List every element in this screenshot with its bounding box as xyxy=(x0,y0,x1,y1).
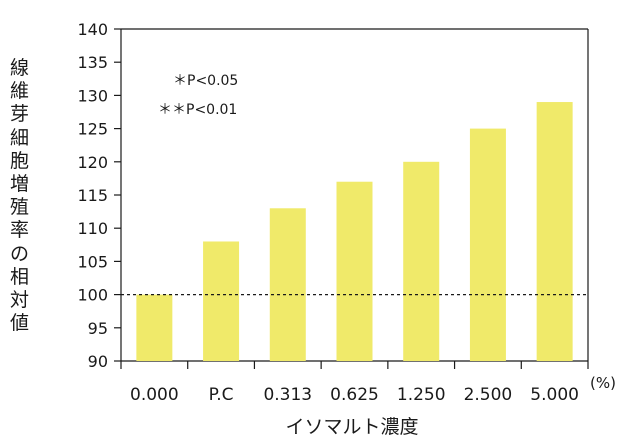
y-axis-label-char: 率 xyxy=(10,219,30,242)
x-tick-label-0.313: 0.313 xyxy=(263,385,312,405)
y-tick-label-140: 140 xyxy=(77,20,108,39)
y-tick-label-110: 110 xyxy=(77,219,108,238)
bar-0.000 xyxy=(136,294,173,361)
x-axis-unit: (%) xyxy=(590,374,616,392)
y-axis-ticks: 90 95 100 105 110 115 120 125 130 135 140 xyxy=(77,20,121,371)
x-tick-label-P.C: P.C xyxy=(209,385,234,405)
y-axis-label-char: 相 xyxy=(10,265,30,288)
y-axis-label-char: 増 xyxy=(10,173,30,195)
y-tick-label-100: 100 xyxy=(77,286,108,305)
y-tick-label-95: 95 xyxy=(88,319,108,338)
bar-0.625 xyxy=(336,181,373,361)
x-tick-label-5.000: 5.000 xyxy=(530,385,579,405)
y-axis-label-char: 維 xyxy=(10,80,30,103)
x-tick-label-0.000: 0.000 xyxy=(130,385,179,405)
y-axis-label-char: 細 xyxy=(10,126,30,149)
y-tick-label-125: 125 xyxy=(77,120,108,139)
y-axis-label-char: 値 xyxy=(10,312,30,335)
y-axis-label-char: 胞 xyxy=(10,149,30,172)
x-tick-label-2.500: 2.500 xyxy=(464,385,513,405)
annotation-p005: ＊P<0.05 xyxy=(173,73,238,89)
y-tick-label-130: 130 xyxy=(77,86,108,105)
annotations: ＊P<0.05 ＊＊P<0.01 xyxy=(158,73,238,118)
x-tick-label-1.250: 1.250 xyxy=(397,385,446,405)
y-axis-label-char: の xyxy=(10,242,30,265)
y-tick-label-115: 115 xyxy=(77,186,108,205)
x-axis-ticks: 0.000 P.C 0.313 0.625 1.250 2.500 5.000 xyxy=(120,361,589,405)
bars-group xyxy=(121,102,588,361)
bar-1.250 xyxy=(403,161,440,361)
x-tick-label-0.625: 0.625 xyxy=(330,385,379,405)
x-axis-label: イソマルト濃度 xyxy=(285,416,418,438)
y-axis-label-char: 線 xyxy=(10,57,30,79)
y-axis-label-char: 芽 xyxy=(10,103,30,126)
bar-5.000 xyxy=(536,102,573,361)
y-tick-label-90: 90 xyxy=(88,352,108,371)
y-tick-label-105: 105 xyxy=(77,252,108,271)
annotation-p001: ＊＊P<0.01 xyxy=(158,102,237,118)
y-axis-label-char: 対 xyxy=(10,289,30,311)
y-tick-label-120: 120 xyxy=(77,153,108,172)
bar-2.500 xyxy=(469,128,506,361)
y-tick-label-135: 135 xyxy=(77,53,108,72)
bar-P.C xyxy=(203,241,240,361)
y-axis-label-char: 殖 xyxy=(10,196,30,219)
bar-0.313 xyxy=(269,208,306,361)
